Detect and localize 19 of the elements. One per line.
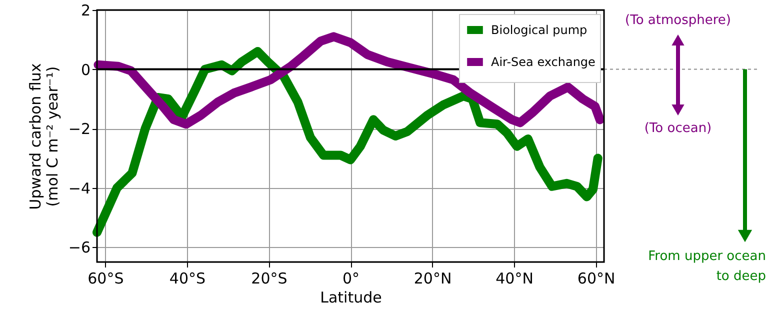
legend-label: Biological pump: [491, 23, 588, 37]
x-tick-label: 0°: [342, 270, 360, 288]
text: From upper ocean to deep: [648, 249, 766, 284]
x-tick-label: 40°S: [169, 270, 206, 288]
text: (To ocean): [644, 121, 712, 136]
x-tick-label: 20°S: [251, 270, 288, 288]
x-tick-label: 20°N: [414, 270, 452, 288]
y-axis-title: Upward carbon flux (mol C m⁻² year⁻¹): [26, 63, 62, 210]
y-tick-label: 2: [80, 2, 90, 20]
y-tick-label: −4: [68, 179, 90, 198]
y-tick-label: −6: [68, 238, 90, 257]
x-tick-label: 60°N: [577, 270, 616, 288]
y-tick-label: 0: [80, 60, 90, 79]
legend-label: Air-Sea exchange: [491, 55, 596, 69]
x-tick-label: 40°N: [496, 270, 534, 288]
y-tick-label: −2: [68, 120, 90, 138]
text: (To atmosphere): [625, 13, 731, 28]
x-tick-label: 60°S: [88, 270, 124, 288]
x-axis-title: Latitude: [320, 288, 382, 306]
